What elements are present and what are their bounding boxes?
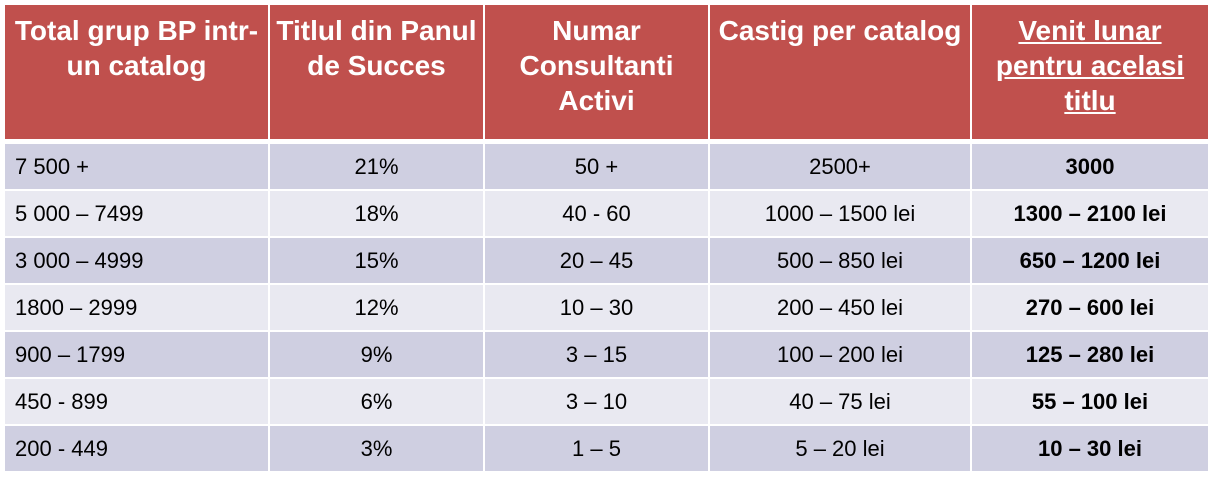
header-earning-per-catalog: Castig per catalog — [710, 5, 972, 142]
cell-earning: 40 – 75 lei — [710, 377, 972, 424]
table-row: 5 000 – 7499 18% 40 - 60 1000 – 1500 lei… — [5, 189, 1208, 236]
cell-consultants: 40 - 60 — [485, 189, 710, 236]
cell-earning: 5 – 20 lei — [710, 424, 972, 471]
header-active-consultants: Numar Consultanti Activi — [485, 5, 710, 142]
cell-income: 270 – 600 lei — [972, 283, 1208, 330]
table-row: 1800 – 2999 12% 10 – 30 200 – 450 lei 27… — [5, 283, 1208, 330]
cell-earning: 500 – 850 lei — [710, 236, 972, 283]
cell-title: 15% — [270, 236, 485, 283]
cell-income: 650 – 1200 lei — [972, 236, 1208, 283]
cell-earning: 100 – 200 lei — [710, 330, 972, 377]
cell-group: 450 - 899 — [5, 377, 270, 424]
cell-group: 5 000 – 7499 — [5, 189, 270, 236]
cell-earning: 200 – 450 lei — [710, 283, 972, 330]
cell-consultants: 10 – 30 — [485, 283, 710, 330]
cell-group: 3 000 – 4999 — [5, 236, 270, 283]
success-plan-table-container: Total grup BP intr-un catalog Titlul din… — [5, 5, 1208, 479]
cell-consultants: 3 – 10 — [485, 377, 710, 424]
header-monthly-income-text: Venit lunar pentru acelasi titlu — [995, 15, 1185, 116]
header-total-group: Total grup BP intr-un catalog — [5, 5, 270, 142]
cell-consultants: 50 + — [485, 142, 710, 189]
cell-income: 1300 – 2100 lei — [972, 189, 1208, 236]
cell-consultants: 3 – 15 — [485, 330, 710, 377]
cell-group: 900 – 1799 — [5, 330, 270, 377]
cell-consultants: 20 – 45 — [485, 236, 710, 283]
header-monthly-income: Venit lunar pentru acelasi titlu — [972, 5, 1208, 142]
cell-group: 7 500 + — [5, 142, 270, 189]
cell-title: 12% — [270, 283, 485, 330]
cell-group: 1800 – 2999 — [5, 283, 270, 330]
table-row: 450 - 899 6% 3 – 10 40 – 75 lei 55 – 100… — [5, 377, 1208, 424]
cell-income: 55 – 100 lei — [972, 377, 1208, 424]
cell-income: 3000 — [972, 142, 1208, 189]
cell-consultants: 1 – 5 — [485, 424, 710, 471]
cell-title: 9% — [270, 330, 485, 377]
success-plan-table: Total grup BP intr-un catalog Titlul din… — [5, 5, 1208, 471]
cell-title: 21% — [270, 142, 485, 189]
cell-title: 18% — [270, 189, 485, 236]
header-row: Total grup BP intr-un catalog Titlul din… — [5, 5, 1208, 142]
cell-income: 10 – 30 lei — [972, 424, 1208, 471]
cell-earning: 1000 – 1500 lei — [710, 189, 972, 236]
table-row: 3 000 – 4999 15% 20 – 45 500 – 850 lei 6… — [5, 236, 1208, 283]
header-title: Titlul din Panul de Succes — [270, 5, 485, 142]
table-row: 900 – 1799 9% 3 – 15 100 – 200 lei 125 –… — [5, 330, 1208, 377]
table-row: 200 - 449 3% 1 – 5 5 – 20 lei 10 – 30 le… — [5, 424, 1208, 471]
table-row: 7 500 + 21% 50 + 2500+ 3000 — [5, 142, 1208, 189]
cell-title: 3% — [270, 424, 485, 471]
cell-earning: 2500+ — [710, 142, 972, 189]
table-header: Total grup BP intr-un catalog Titlul din… — [5, 5, 1208, 142]
table-body: 7 500 + 21% 50 + 2500+ 3000 5 000 – 7499… — [5, 142, 1208, 471]
cell-income: 125 – 280 lei — [972, 330, 1208, 377]
cell-title: 6% — [270, 377, 485, 424]
cell-group: 200 - 449 — [5, 424, 270, 471]
